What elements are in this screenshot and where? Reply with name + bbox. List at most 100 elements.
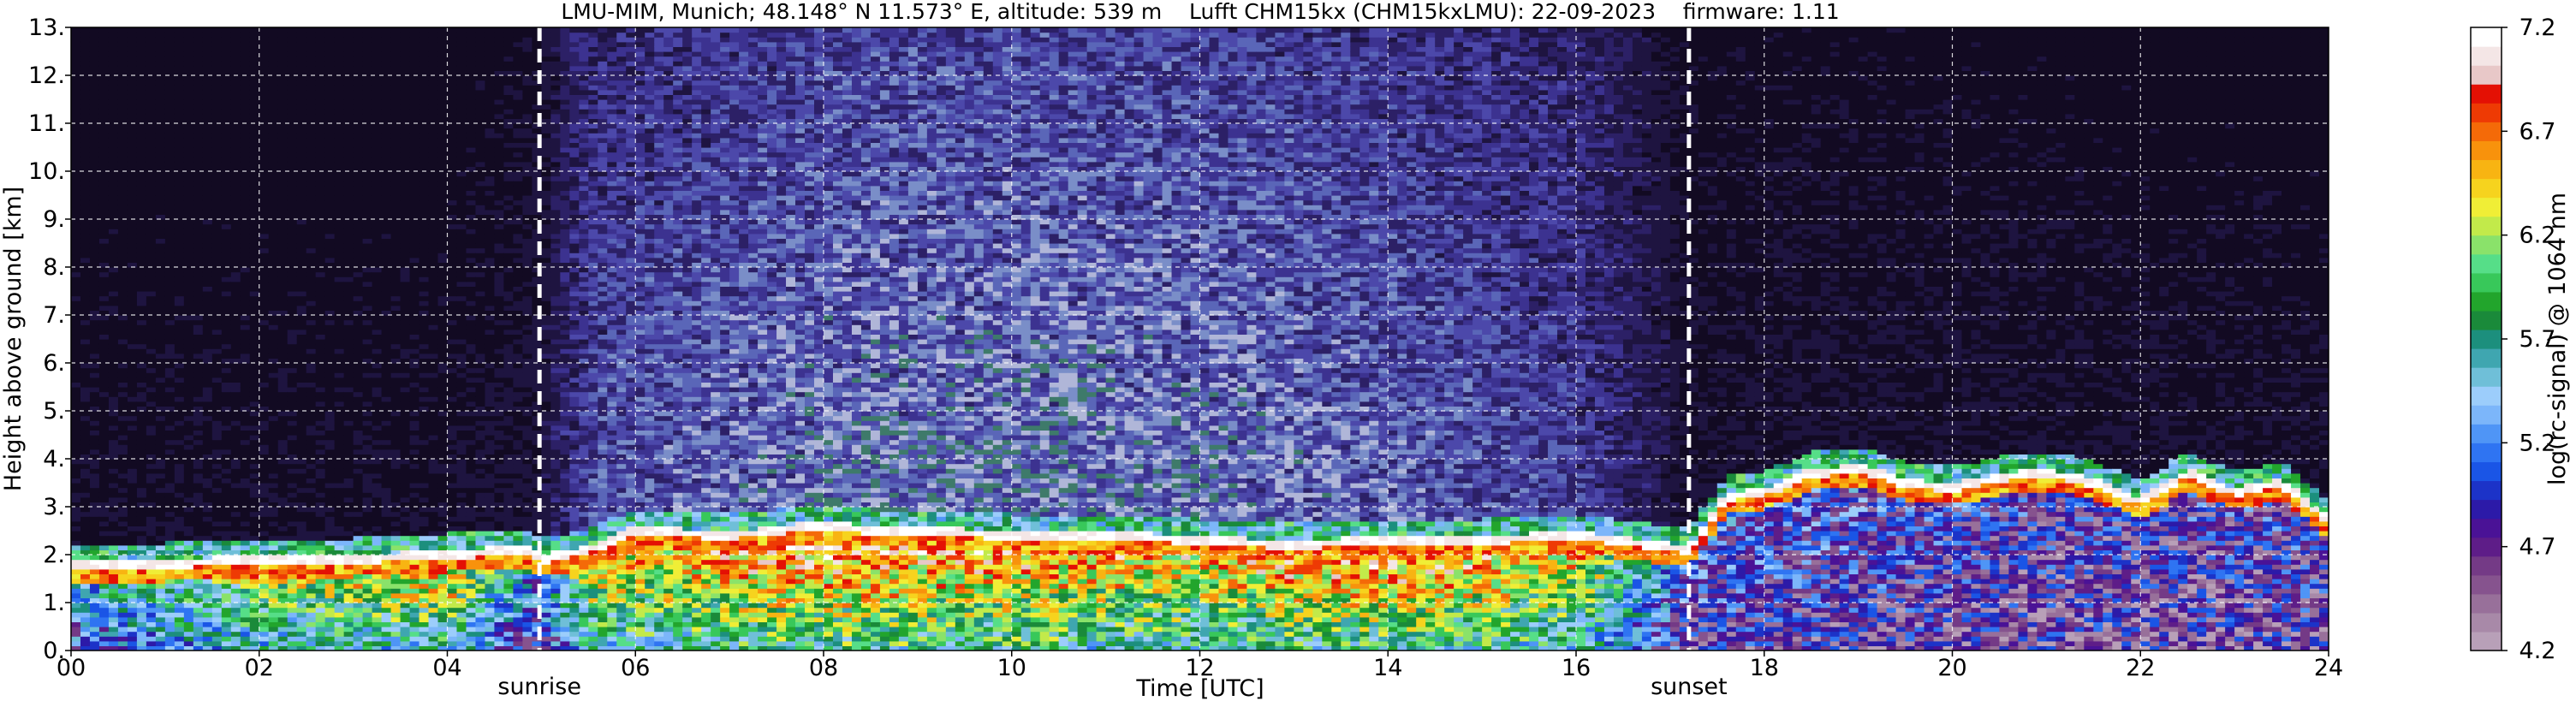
heatmap-cell [401,531,411,536]
heatmap-cell [222,42,232,47]
heatmap-cell [297,114,307,119]
heatmap-cell [344,99,354,104]
heatmap-cell [354,641,364,646]
heatmap-cell [335,368,345,373]
heatmap-cell [146,536,157,541]
heatmap-cell [137,540,147,545]
heatmap-cell [90,276,100,282]
heatmap-cell [325,229,336,234]
heatmap-cell [278,224,289,229]
heatmap-cell [250,258,260,263]
heatmap-cell [344,564,354,569]
heatmap-cell [80,276,91,282]
heatmap-cell [250,377,260,383]
heatmap-cell [156,473,166,478]
heatmap-cell [306,334,317,339]
heatmap-cell [165,612,176,617]
heatmap-cell [419,171,430,176]
heatmap-cell [382,411,392,416]
heatmap-cell [137,627,147,632]
heatmap-cell [297,200,307,205]
heatmap-cell [391,420,402,425]
heatmap-cell [354,425,364,431]
heatmap-cell [278,488,289,493]
heatmap-cell [90,363,100,368]
heatmap-cell [306,608,317,613]
heatmap-cell [165,483,176,488]
heatmap-cell [156,171,166,176]
heatmap-cell [222,123,232,128]
heatmap-cell [80,377,91,383]
heatmap-cell [231,516,241,521]
heatmap-cell [278,258,289,263]
heatmap-cell [391,123,402,128]
heatmap-cell [306,483,317,488]
heatmap-cell [363,531,373,536]
heatmap-cell [156,142,166,147]
heatmap-cell [278,545,289,550]
heatmap-cell [71,401,81,407]
heatmap-cell [372,363,383,368]
heatmap-cell [231,617,241,622]
heatmap-cell [80,205,91,210]
heatmap-cell [419,344,430,349]
heatmap-cell [193,267,204,272]
heatmap-cell [90,564,100,569]
heatmap-cell [288,229,298,234]
heatmap-cell [316,80,326,86]
heatmap-cell [222,612,232,617]
heatmap-cell [410,588,420,593]
heatmap-cell [259,75,270,80]
heatmap-cell [99,545,110,550]
heatmap-cell [175,573,185,579]
heatmap-cell [109,300,119,306]
heatmap-cell [90,372,100,377]
heatmap-cell [259,85,270,90]
heatmap-cell [325,416,336,421]
heatmap-cell [80,286,91,291]
heatmap-cell [250,142,260,147]
heatmap-cell [410,186,420,191]
heatmap-cell [354,540,364,545]
heatmap-cell [184,286,194,291]
heatmap-cell [288,142,298,147]
heatmap-cell [288,123,298,128]
heatmap-cell [372,248,383,253]
heatmap-cell [241,459,251,464]
heatmap-cell [212,234,223,239]
heatmap-cell [203,560,213,565]
heatmap-cell [165,133,176,138]
heatmap-cell [146,555,157,560]
heatmap-cell [259,27,270,33]
heatmap-cell [363,459,373,464]
heatmap-cell [156,104,166,110]
heatmap-cell [128,555,138,560]
heatmap-cell [288,224,298,229]
heatmap-cell [363,133,373,138]
heatmap-cell [203,258,213,263]
heatmap-cell [269,99,279,104]
heatmap-cell [344,420,354,425]
heatmap-cell [306,531,317,536]
heatmap-cell [250,488,260,493]
heatmap-cell [316,248,326,253]
heatmap-cell [184,468,194,473]
heatmap-cell [231,478,241,483]
heatmap-cell [250,66,260,71]
heatmap-cell [80,138,91,143]
heatmap-cell [184,516,194,521]
heatmap-cell [410,147,420,152]
heatmap-cell [165,516,176,521]
heatmap-cell [259,593,270,598]
heatmap-cell [99,109,110,114]
heatmap-cell [288,430,298,435]
heatmap-cell [137,608,147,613]
heatmap-cell [71,636,81,641]
heatmap-cell [80,66,91,71]
heatmap-cell [335,344,345,349]
heatmap-cell [325,138,336,143]
heatmap-cell [146,85,157,90]
heatmap-cell [212,449,223,454]
heatmap-cell [363,104,373,110]
heatmap-cell [175,641,185,646]
